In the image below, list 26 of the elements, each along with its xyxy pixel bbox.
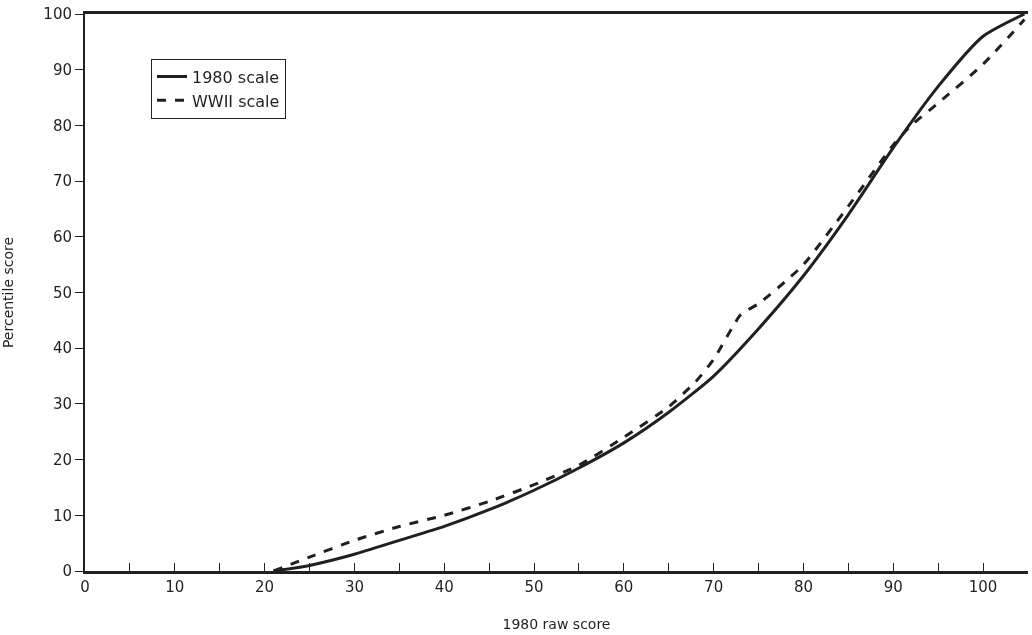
x-tick-label: 20: [255, 578, 275, 596]
x-tick-label: 60: [614, 578, 634, 596]
y-tick-label: 20: [52, 450, 72, 469]
x-tick-label: 0: [80, 578, 90, 596]
x-tick-label: 70: [704, 578, 724, 596]
y-tick-label: 30: [52, 395, 72, 414]
x-tick-label: 50: [524, 578, 544, 596]
y-tick-label: 80: [52, 116, 72, 135]
y-tick-label: 40: [52, 339, 72, 358]
x-tick-label: 90: [883, 578, 903, 596]
x-tick-label: 80: [793, 578, 814, 596]
y-tick-label: 100: [43, 5, 72, 24]
legend-label: WWII scale: [192, 91, 280, 111]
y-tick-label: 0: [62, 562, 72, 581]
y-tick-label: 90: [52, 60, 72, 79]
x-tick-label: 30: [344, 578, 364, 596]
y-tick-label: 70: [52, 172, 72, 191]
y-axis-title: Percentile score: [0, 236, 16, 349]
y-tick-label: 10: [52, 506, 72, 525]
x-tick-label: 10: [165, 578, 185, 596]
legend-label: 1980 scale: [192, 67, 280, 87]
y-tick-label: 60: [52, 228, 72, 247]
y-tick-label: 50: [52, 283, 72, 302]
x-axis-title: 1980 raw score: [502, 616, 611, 633]
x-tick-label: 40: [434, 578, 454, 596]
x-tick-label: 100: [968, 578, 998, 596]
